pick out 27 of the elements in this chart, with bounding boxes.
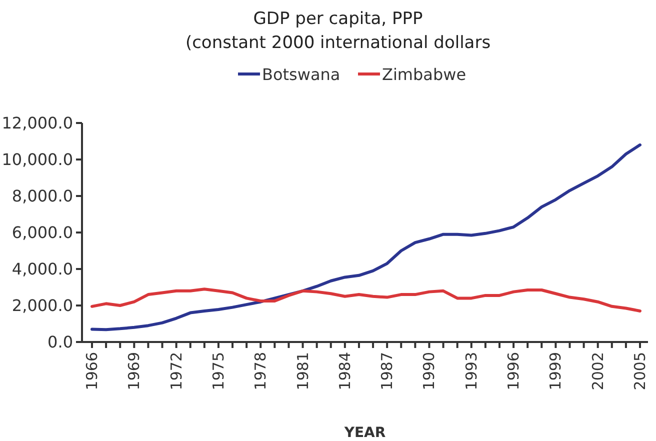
legend-label: Zimbabwe xyxy=(382,65,466,84)
x-tick-label: 2002 xyxy=(588,352,607,390)
y-tick-label: 2,000.0 xyxy=(12,296,73,316)
line-series xyxy=(90,288,642,312)
x-tick-label: 1987 xyxy=(378,352,396,390)
y-tick-label: 4,000.0 xyxy=(12,260,73,279)
x-tick-label: 1984 xyxy=(336,352,354,390)
x-tick-label: 1966 xyxy=(83,352,101,390)
legend-label: Botswana xyxy=(262,65,340,84)
y-tick-label: 8,000.0 xyxy=(12,186,73,206)
x-tick-label: 1978 xyxy=(252,352,270,390)
x-tick-label: 1969 xyxy=(125,352,144,390)
y-tick-label: 10,000.0 xyxy=(2,150,73,170)
x-tick-label: 1996 xyxy=(504,352,523,390)
y-tick-label: 0.0 xyxy=(48,332,73,352)
x-tick-label: 1990 xyxy=(420,352,438,390)
x-tick-label: 1981 xyxy=(294,352,312,390)
chart-title: GDP per capita, PPP (constant 2000 international dollars xyxy=(185,9,491,53)
x-tick-label: 1999 xyxy=(546,352,565,390)
line-series xyxy=(90,143,642,332)
x-tick-label: 1993 xyxy=(462,352,480,390)
x-axis-title: YEAR xyxy=(343,425,386,441)
x-tick-label: 2005 xyxy=(631,352,649,390)
x-tick-label: 1972 xyxy=(167,352,186,390)
y-tick-label: 6,000.0 xyxy=(12,223,73,242)
x-tick-label: 1975 xyxy=(209,352,228,390)
y-tick-label: 12,000.0 xyxy=(2,114,73,133)
